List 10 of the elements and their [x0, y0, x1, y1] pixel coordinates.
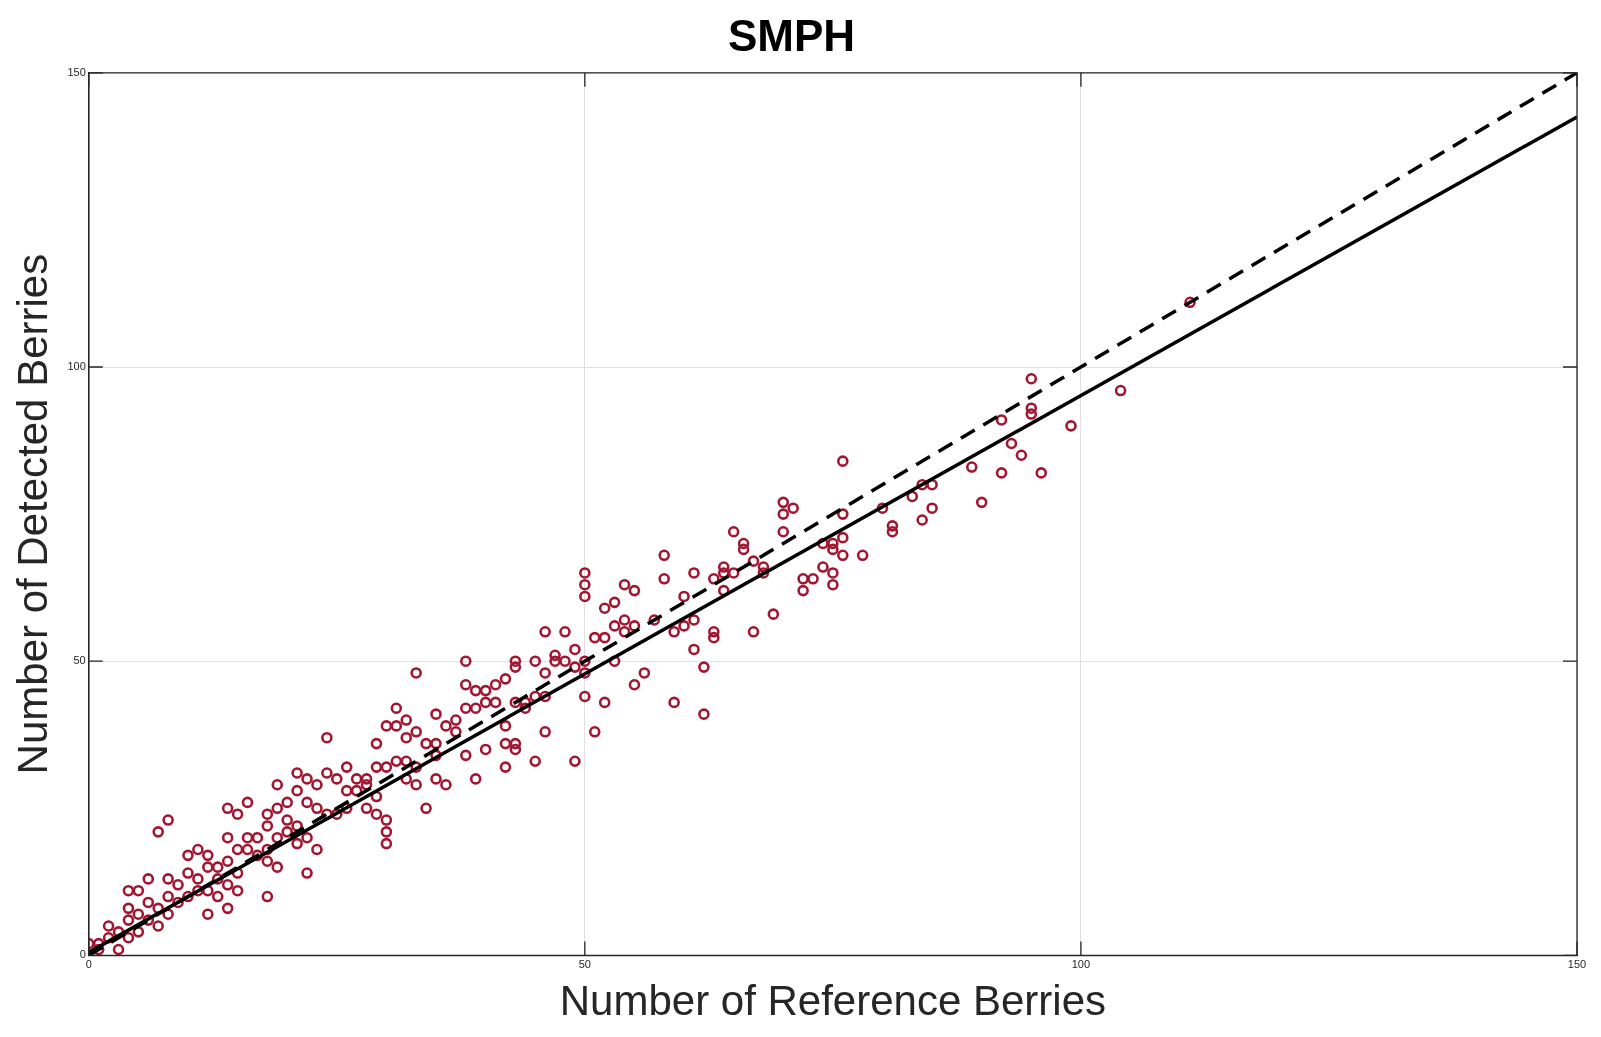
chart-title: SMPH — [727, 10, 856, 60]
y-tick-label: 50 — [73, 654, 86, 667]
x-tick-label: 150 — [1567, 958, 1587, 971]
x-tick-label: 100 — [1071, 958, 1091, 971]
y-axis-title: Number of Detected Berries — [8, 253, 56, 775]
y-tick-label: 0 — [79, 948, 86, 961]
x-axis-title: Number of Reference Berries — [559, 977, 1106, 1025]
x-tick-label: 50 — [578, 958, 591, 971]
y-tick-label: 150 — [67, 65, 86, 78]
y-tick-label: 100 — [67, 360, 86, 373]
